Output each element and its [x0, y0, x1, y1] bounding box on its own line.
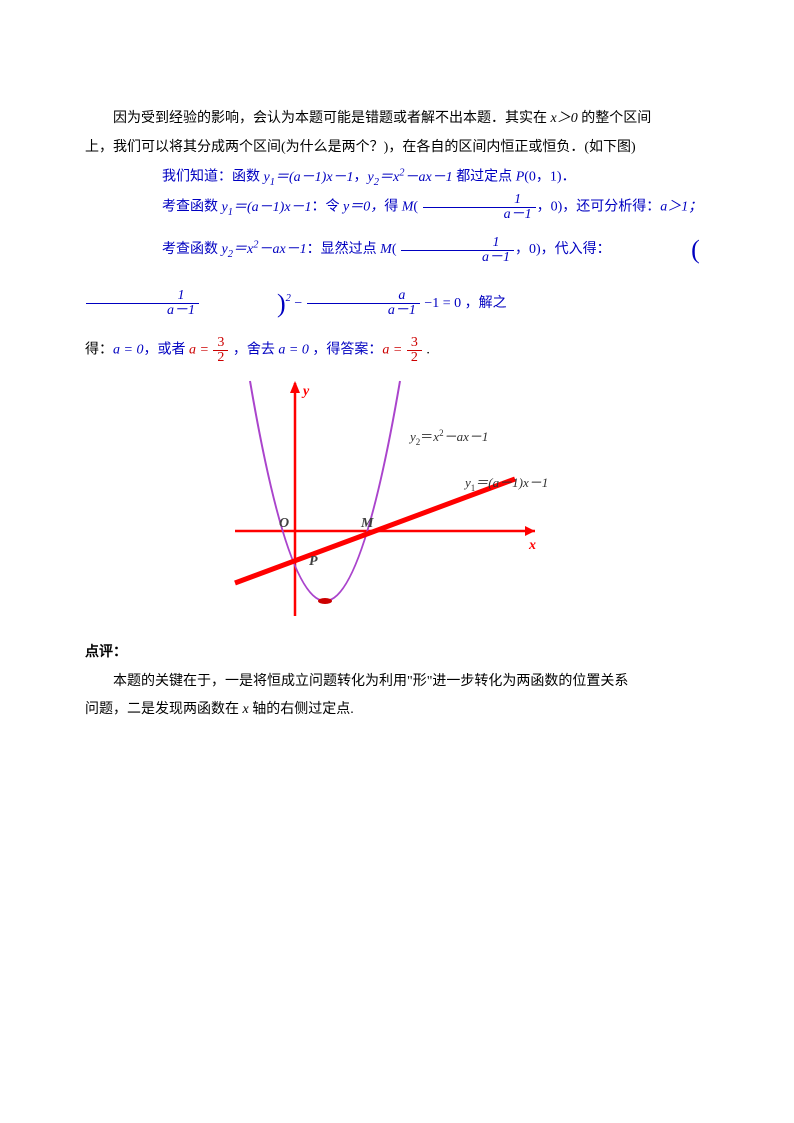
answer-line: 得：a = 0，或者 a = 32 ，舍去 a = 0 ，得答案：a = 32 …: [85, 336, 714, 365]
function-graph: y x O M P y2＝x2－ax－1 y1＝(a－1)x－1: [215, 371, 565, 621]
y2-curve-label: y2＝x2－ax－1: [408, 428, 488, 447]
text: (: [392, 242, 400, 257]
math: y1＝(a－1)x－1: [222, 200, 312, 215]
big-paren: (: [614, 223, 700, 276]
text: ，解之: [465, 296, 507, 311]
fraction: 32: [213, 336, 228, 365]
y-axis-label: y: [301, 384, 310, 399]
math: y2＝x2－ax－1: [368, 170, 453, 185]
math: a = 0: [278, 343, 308, 358]
intro-para-1b: 上，我们可以将其分成两个区间(为什么是两个？)，在各自的区间内恒正或恒负．(如下…: [85, 134, 714, 163]
fraction: 1a－1: [86, 289, 199, 318]
text: ：显然过点: [307, 242, 381, 257]
math: M: [402, 200, 414, 215]
math: y2＝x2－ax－1: [222, 242, 307, 257]
x-axis-label: x: [528, 538, 536, 553]
y-arrow: [290, 381, 300, 393]
review-para: 本题的关键在于，一是将恒成立问题转化为利用"形"进一步转化为两函数的位置关系: [85, 668, 714, 697]
math: y＝0，: [343, 200, 384, 215]
text: ，舍去: [229, 343, 278, 358]
fraction: 1a－1: [423, 193, 536, 222]
text: 的整个区间: [578, 111, 652, 126]
blue-line-1: 我们知道：函数 y1＝(a－1)x－1，y2＝x2－ax－1 都过定点 P(0，…: [85, 162, 714, 193]
text: ：令: [312, 200, 344, 215]
math: a =: [189, 343, 212, 358]
math: y1＝(a－1)x－1: [264, 170, 354, 185]
vertex-mark: [318, 598, 332, 604]
text: 因为受到经验的影响，会认为本题可能是错题或者解不出本题．其实在: [113, 111, 551, 126]
text: 本题的关键在于，一是将恒成立问题转化为利用"形"进一步转化为两函数的位置关系: [113, 674, 628, 689]
intro-para-1: 因为受到经验的影响，会认为本题可能是错题或者解不出本题．其实在 x＞0 的整个区…: [85, 105, 714, 134]
text: ，或者: [143, 343, 189, 358]
text: ，得答案：: [309, 343, 383, 358]
graph-container: y x O M P y2＝x2－ax－1 y1＝(a－1)x－1: [85, 371, 714, 633]
text: 考查函数: [162, 200, 222, 215]
blue-line-3: 考查函数 y2＝x2－ax－1：显然过点 M( 1a－1，0)，代入得： (1a…: [85, 223, 714, 330]
x-arrow: [525, 526, 535, 536]
text: (0，1)．: [524, 170, 575, 185]
text: 都过定点: [453, 170, 516, 185]
blue-line-2: 考查函数 y1＝(a－1)x－1：令 y＝0，得 M( 1a－1，0)，还可分析…: [85, 193, 714, 223]
tail: −1 = 0: [421, 296, 465, 311]
big-paren: ): [200, 277, 286, 330]
text: (: [413, 200, 421, 215]
text: 得：: [85, 343, 113, 358]
fraction: aa－1: [307, 289, 420, 318]
review-heading: 点评：: [85, 639, 714, 668]
math: a＞1；: [660, 200, 702, 215]
origin-label: O: [279, 516, 289, 531]
fraction: 1a－1: [401, 236, 514, 265]
text: ，0)，还可分析得：: [537, 200, 661, 215]
text: 考查函数: [162, 242, 222, 257]
math: M: [380, 242, 392, 257]
text: .: [423, 343, 430, 358]
text: 我们知道：函数: [162, 170, 264, 185]
text: 得: [384, 200, 402, 215]
fraction: 32: [407, 336, 422, 365]
math: a = 0: [113, 343, 143, 358]
y1-line-label: y1＝(a－1)x－1: [463, 475, 548, 493]
math: x＞0: [551, 111, 578, 126]
M-label: M: [360, 516, 374, 531]
minus: −: [294, 296, 305, 311]
math: P: [516, 170, 525, 185]
math: a =: [382, 343, 405, 358]
text: 问题，二是发现两函数在: [85, 702, 243, 717]
P-label: P: [309, 554, 318, 569]
review-para-2: 问题，二是发现两函数在 x 轴的右侧过定点.: [85, 696, 714, 725]
text: ，0)，代入得：: [515, 242, 611, 257]
squared: 2: [286, 293, 291, 304]
text: ，: [354, 170, 368, 185]
text: 轴的右侧过定点.: [249, 702, 354, 717]
